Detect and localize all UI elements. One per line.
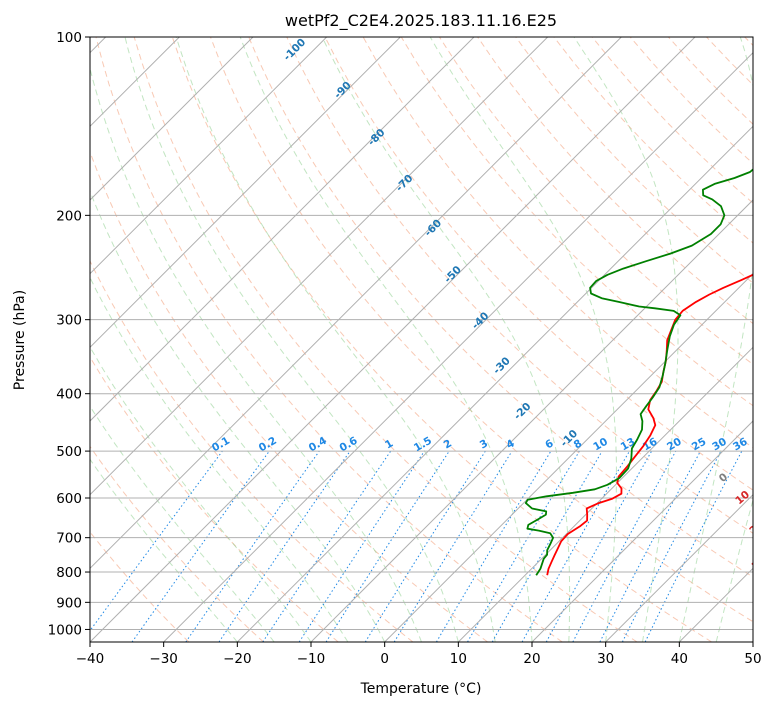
mixing-ratio-line [468, 451, 580, 642]
x-tick-label: −30 [149, 651, 178, 667]
x-tick-label: 30 [597, 651, 614, 667]
dry-adiabat [707, 37, 775, 642]
x-axis: −40 −30 −20 −10 0 10 20 30 40 50 [76, 642, 762, 667]
y-tick-label: 100 [56, 30, 82, 46]
isotherm-line [237, 37, 775, 642]
y-axis-title: Pressure (hPa) [12, 290, 28, 390]
y-tick-label: 900 [56, 595, 82, 611]
y-tick-label: 400 [56, 387, 82, 403]
x-tick-label: 10 [450, 651, 467, 667]
y-tick-label: 200 [56, 208, 82, 224]
isotherm-line [90, 37, 695, 642]
x-tick-label: 0 [380, 651, 389, 667]
mixing-ratio-line [522, 451, 629, 642]
mixing-ratio-line [263, 451, 391, 642]
x-tick-label: 50 [744, 651, 761, 667]
moist-adiabat [17, 37, 348, 642]
plot-frame [90, 37, 753, 642]
isotherm-label: -60 [422, 217, 444, 239]
isotherm-line [753, 37, 775, 642]
moist-adiabat [322, 37, 569, 642]
mixing-ratio-label: 2 [442, 437, 454, 451]
chart-title: wetPf2_C2E4.2025.183.11.16.E25 [285, 11, 557, 31]
isotherm-line [0, 37, 327, 642]
x-axis-title: Temperature (°C) [360, 681, 482, 697]
mixing-ratio-line [326, 451, 449, 642]
x-tick-label: −40 [76, 651, 105, 667]
dry-adiabat [0, 37, 189, 642]
moist-adiabat-label: 40 [761, 585, 775, 604]
dry-adiabat [134, 37, 637, 642]
mixing-ratio-line [436, 451, 551, 642]
x-tick-label: −20 [223, 651, 252, 667]
moist-adiabat-label: 20 [747, 519, 766, 538]
isotherm-line [0, 37, 474, 642]
mixing-ratio-line [82, 451, 223, 642]
dry-adiabat [516, 37, 775, 642]
mixing-ratio-line [299, 451, 424, 642]
dry-adiabat [58, 37, 488, 642]
isotherm-label: -70 [394, 172, 416, 194]
isotherm-line [16, 37, 621, 642]
isotherm-label: -20 [512, 400, 534, 422]
moist-adiabat [0, 37, 311, 642]
isotherm-label: -30 [491, 355, 513, 377]
isotherm-label: -40 [470, 310, 492, 332]
moist-adiabat-label: 0 [717, 471, 730, 485]
moist-adiabat [176, 37, 495, 642]
dry-adiabat [592, 37, 775, 642]
moist-adiabat [240, 37, 532, 642]
moist-adiabat-label: 10 [733, 489, 752, 508]
moist-adiabat [0, 37, 237, 642]
moist-adiabat [125, 37, 458, 642]
isotherm-line [0, 37, 400, 642]
x-tick-label: 20 [523, 651, 540, 667]
x-tick-label: −10 [297, 651, 326, 667]
isotherm-line [311, 37, 775, 642]
dry-adiabat [0, 37, 264, 642]
moist-adiabat [574, 37, 678, 642]
dry-adiabat [0, 37, 338, 642]
isotherm-line [385, 37, 775, 642]
moist-adiabat-label: 30 [750, 554, 769, 573]
y-tick-label: 500 [56, 444, 82, 460]
moist-adiabat [0, 37, 274, 642]
mixing-ratio-line [365, 451, 485, 642]
y-tick-label: 300 [56, 313, 82, 329]
isotherm-label: -80 [366, 127, 388, 149]
dry-adiabat [20, 37, 413, 642]
y-tick-label: 800 [56, 565, 82, 581]
isotherm-label: -50 [442, 264, 464, 286]
y-axis: 100 200 300 400 500 600 700 800 900 1000 [48, 30, 90, 638]
y-tick-label: 700 [56, 531, 82, 547]
background-lines [0, 37, 775, 642]
moist-adiabat [679, 37, 760, 642]
y-tick-label: 1000 [48, 622, 82, 638]
mixing-ratio-line [219, 451, 350, 642]
mixing-ratio-line [573, 451, 676, 642]
isotherm-line [679, 37, 775, 642]
moist-adiabat [716, 37, 775, 642]
dry-adiabat [668, 37, 775, 642]
isotherm-label: -90 [332, 79, 354, 101]
isotherm-line [458, 37, 775, 642]
isotherm-line [0, 37, 253, 642]
y-tick-label: 600 [56, 491, 82, 507]
grid-lines [0, 37, 775, 642]
dry-adiabat [554, 37, 775, 642]
dry-adiabat [745, 37, 775, 642]
x-tick-label: 40 [671, 651, 688, 667]
